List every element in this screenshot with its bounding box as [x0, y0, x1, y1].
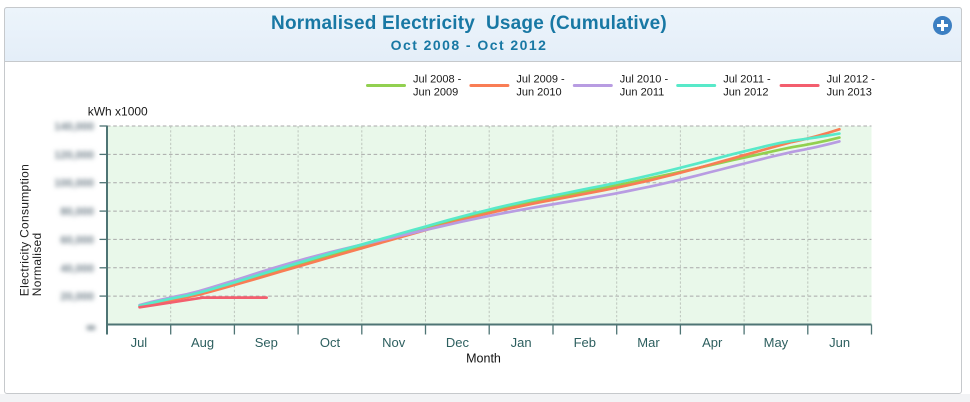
- svg-text:Jun 2010: Jun 2010: [516, 87, 561, 99]
- svg-text:Jul 2010 -: Jul 2010 -: [620, 74, 669, 86]
- svg-text:Aug: Aug: [191, 335, 214, 350]
- svg-text:Jan: Jan: [511, 335, 532, 350]
- svg-text:Normalised: Normalised: [30, 233, 44, 297]
- svg-text:Apr: Apr: [702, 335, 723, 350]
- svg-text:Electricity Consumption: Electricity Consumption: [18, 164, 32, 296]
- svg-text:kWh x1000: kWh x1000: [88, 104, 148, 118]
- svg-text:100,000: 100,000: [54, 178, 94, 190]
- svg-text:Dec: Dec: [446, 335, 470, 350]
- svg-text:Jun 2012: Jun 2012: [723, 87, 768, 99]
- svg-text:Jul 2008 -: Jul 2008 -: [413, 74, 462, 86]
- svg-text:Jul 2009 -: Jul 2009 -: [516, 74, 565, 86]
- svg-text:Mar: Mar: [637, 335, 660, 350]
- svg-text:40,000: 40,000: [60, 263, 94, 275]
- svg-text:Jul 2012 -: Jul 2012 -: [827, 74, 876, 86]
- svg-text:60,000: 60,000: [60, 234, 94, 246]
- svg-text:Nov: Nov: [382, 335, 406, 350]
- svg-text:Month: Month: [466, 352, 501, 366]
- svg-text:Oct: Oct: [320, 335, 341, 350]
- svg-text:20,000: 20,000: [60, 291, 94, 303]
- svg-text:Jun 2009: Jun 2009: [413, 87, 458, 99]
- svg-text:May: May: [764, 335, 789, 350]
- svg-text:Jul 2011 -: Jul 2011 -: [723, 74, 771, 86]
- svg-text:Jun 2011: Jun 2011: [620, 87, 664, 99]
- svg-text:Sep: Sep: [255, 335, 278, 350]
- svg-text:80,000: 80,000: [60, 206, 94, 218]
- svg-text:Jun: Jun: [829, 335, 850, 350]
- svg-text:Jun 2013: Jun 2013: [827, 87, 872, 99]
- svg-text:140,000: 140,000: [54, 121, 94, 133]
- svg-text:Feb: Feb: [574, 335, 596, 350]
- svg-text:Jul: Jul: [131, 335, 148, 350]
- svg-text:120,000: 120,000: [54, 149, 94, 161]
